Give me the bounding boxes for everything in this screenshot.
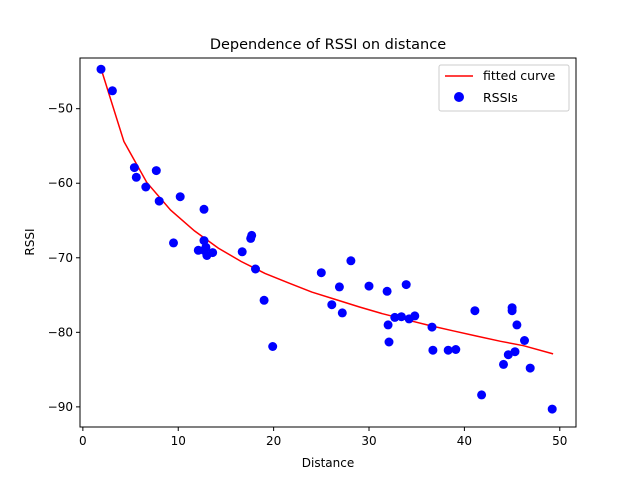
rssi-point-6 <box>154 196 164 206</box>
rssi-point-3 <box>131 172 141 182</box>
rssi-point-28 <box>382 286 392 296</box>
rssi-point-48 <box>520 336 529 345</box>
rssi-point-35 <box>410 311 420 321</box>
rssi-point-8 <box>175 192 185 202</box>
legend-marker-swatch <box>454 92 464 102</box>
rssi-point-30 <box>384 337 394 347</box>
rssi-point-40 <box>470 306 480 316</box>
rssi-point-26 <box>346 256 356 266</box>
rssi-point-46 <box>510 347 520 357</box>
rssi-point-32 <box>396 312 406 322</box>
fitted-curve-line <box>101 71 554 355</box>
x-axis-title: Distance <box>302 456 354 470</box>
rssi-point-47 <box>512 320 522 330</box>
rssi-point-4 <box>141 182 151 192</box>
rssi-point-49 <box>525 363 535 373</box>
rssi-point-27 <box>364 281 374 291</box>
y-tick-label-0: −90 <box>48 400 73 414</box>
x-tick-label-0: 0 <box>79 434 87 448</box>
y-tick-label-4: −50 <box>48 102 73 116</box>
x-tick-label-4: 40 <box>457 434 472 448</box>
rssi-point-10 <box>199 204 209 214</box>
y-axis: −90 −80 −70 −60 −50 <box>48 102 80 414</box>
rssi-point-38 <box>443 345 453 355</box>
rssi-point-7 <box>169 238 178 248</box>
rssi-point-2 <box>129 163 139 173</box>
rssi-point-21 <box>268 342 278 351</box>
rssi-point-42 <box>499 359 508 369</box>
rssi-point-1 <box>107 86 117 96</box>
plot-frame <box>79 57 577 428</box>
x-tick-label-3: 30 <box>361 434 376 448</box>
rssi-point-15 <box>208 248 218 258</box>
x-axis: 0 10 20 30 40 50 <box>79 427 567 448</box>
rssi-point-41 <box>477 390 487 400</box>
y-tick-label-3: −60 <box>48 176 73 190</box>
rssi-point-24 <box>334 282 344 292</box>
rssi-point-19 <box>251 264 260 274</box>
rssi-point-43 <box>503 350 513 360</box>
rssi-point-20 <box>259 295 269 305</box>
rssi-point-25 <box>337 308 347 318</box>
legend: fitted curve RSSIs <box>438 64 570 112</box>
rssi-point-5 <box>151 166 161 176</box>
rssi-point-33 <box>401 280 411 290</box>
rssi-point-36 <box>427 322 437 332</box>
y-tick-label-1: −80 <box>48 325 73 339</box>
x-tick-label-2: 20 <box>266 434 281 448</box>
chart-title: Dependence of RSSI on distance <box>210 37 446 53</box>
rssi-point-0 <box>96 64 106 74</box>
rssi-point-29 <box>383 320 393 330</box>
rssi-point-22 <box>316 268 326 278</box>
rssi-point-37 <box>428 345 438 355</box>
rssi-point-16 <box>237 247 247 257</box>
rssi-point-45 <box>507 306 517 316</box>
y-axis-title: RSSI <box>23 228 37 255</box>
rssi-point-23 <box>327 300 337 310</box>
series-layer <box>96 64 557 414</box>
rssi-point-18 <box>247 230 257 240</box>
y-tick-label-2: −70 <box>48 251 73 265</box>
legend-label-fitted-curve: fitted curve <box>483 68 556 83</box>
rssi-point-50 <box>547 404 557 414</box>
rssi-point-39 <box>451 345 461 354</box>
x-tick-label-5: 50 <box>552 434 567 448</box>
x-tick-label-1: 10 <box>171 434 186 448</box>
legend-label-rssis: RSSIs <box>483 90 518 105</box>
rssi-point-31 <box>390 312 400 322</box>
